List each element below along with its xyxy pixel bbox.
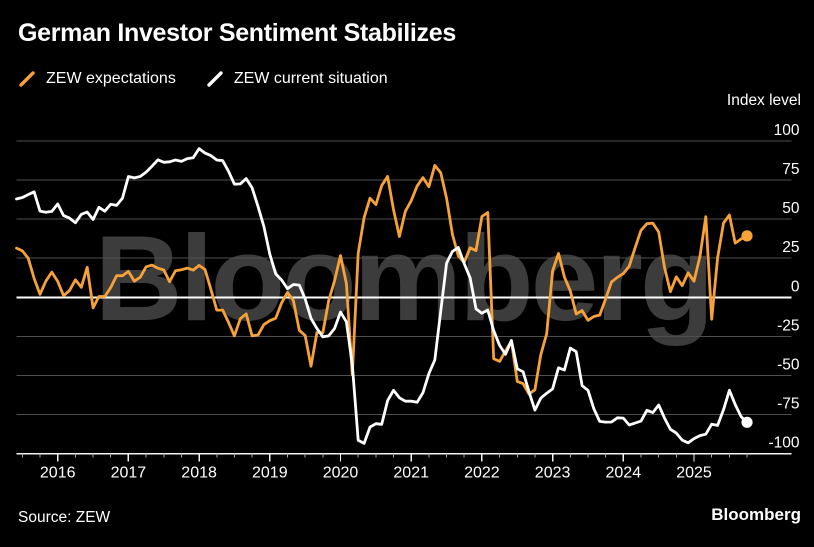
svg-text:2023: 2023 bbox=[535, 465, 571, 482]
end-point-dot-current-situation bbox=[741, 416, 753, 428]
svg-text:2024: 2024 bbox=[606, 465, 642, 482]
svg-text:-25: -25 bbox=[777, 317, 799, 334]
svg-text:2021: 2021 bbox=[393, 465, 429, 482]
svg-text:2020: 2020 bbox=[323, 465, 359, 482]
x-axis-ticks bbox=[21, 453, 748, 462]
series-line-zew-current-situation bbox=[15, 147, 749, 445]
svg-text:2025: 2025 bbox=[676, 465, 712, 482]
svg-text:0: 0 bbox=[791, 278, 800, 295]
svg-text:2016: 2016 bbox=[40, 465, 76, 482]
legend-label-current-situation: ZEW current situation bbox=[233, 70, 388, 87]
svg-text:-75: -75 bbox=[777, 395, 799, 412]
series-line-zew-expectations bbox=[15, 164, 749, 396]
gridlines bbox=[16, 140, 792, 455]
svg-text:100: 100 bbox=[774, 122, 800, 139]
svg-text:2018: 2018 bbox=[181, 465, 217, 482]
legend-item-zew-current-situation: ZEW current situation bbox=[206, 70, 388, 88]
svg-text:25: 25 bbox=[782, 239, 799, 256]
chart-title: German Investor Sentiment Stabilizes bbox=[18, 19, 456, 47]
legend-label-expectations: ZEW expectations bbox=[46, 70, 176, 87]
svg-text:2022: 2022 bbox=[464, 465, 500, 482]
y-axis-unit-label: Index level bbox=[726, 92, 801, 109]
svg-text:2017: 2017 bbox=[111, 465, 147, 482]
svg-text:50: 50 bbox=[782, 200, 800, 217]
legend-item-zew-expectations: ZEW expectations bbox=[18, 70, 176, 88]
white-slash-legend-icon bbox=[207, 71, 223, 87]
end-point-dot-expectations bbox=[741, 230, 753, 242]
svg-text:-100: -100 bbox=[768, 435, 799, 452]
x-axis-labels: 2016 2017 2018 2019 2020 2021 2022 2023 2024 2025 bbox=[40, 465, 712, 482]
source-label: Source: ZEW bbox=[18, 509, 111, 526]
svg-text:-50: -50 bbox=[777, 356, 800, 373]
svg-text:2019: 2019 bbox=[252, 465, 288, 482]
chart-legend: ZEW expectations ZEW current situation bbox=[18, 70, 388, 88]
bloomberg-watermark: Bloomberg bbox=[95, 210, 712, 346]
orange-slash-legend-icon bbox=[19, 71, 35, 87]
bloomberg-brand: Bloomberg bbox=[711, 505, 801, 524]
svg-text:75: 75 bbox=[782, 161, 799, 178]
y-axis-labels: 100 75 50 25 0 -25 -50 -75 -100 bbox=[768, 122, 800, 452]
